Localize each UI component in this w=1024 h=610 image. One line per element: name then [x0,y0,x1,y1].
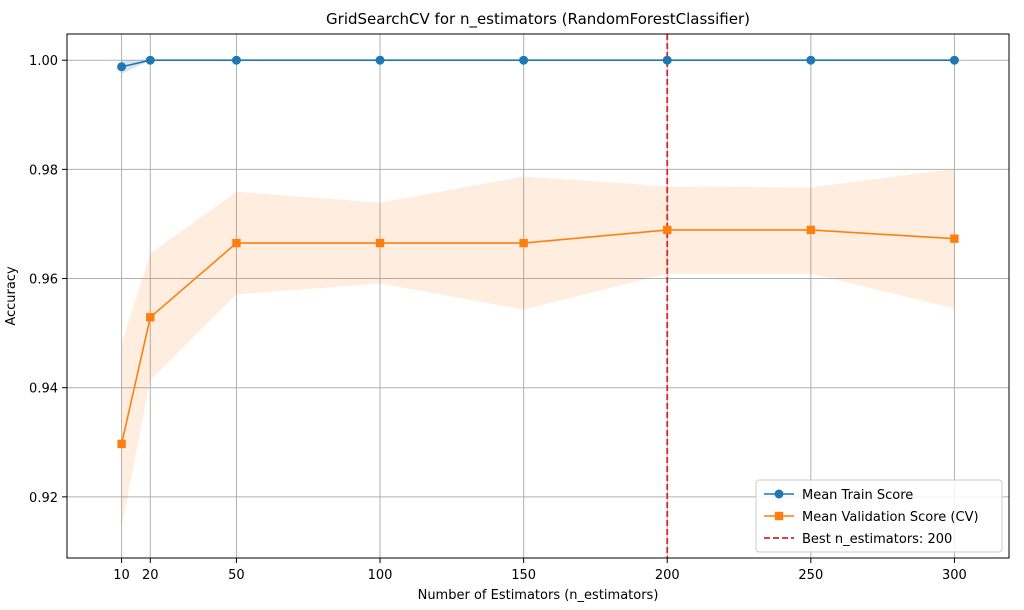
legend: Mean Train Score Mean Validation Score (C… [755,479,1003,553]
y-tick-label: 0.94 [29,382,58,397]
x-tick-label: 10 [113,568,130,583]
series-lines [120,59,955,445]
y-tick-label: 0.98 [29,163,58,178]
y-axis-label: Accuracy [4,266,19,326]
series-1-point [519,55,529,65]
x-tick-label: 250 [798,568,823,583]
y-tick-label: 1.00 [29,54,58,69]
ticks: 10 20 50 100 150 200 250 300 0.92 0.94 0.96 0.98 1.0… [29,54,967,583]
series-1-point [949,55,959,65]
series-2-point [375,238,385,248]
series-2-point [950,234,959,243]
legend-box [755,479,1003,553]
series-2-point [117,439,126,449]
series-2-point [232,238,241,248]
confidence-bands [121,60,955,527]
y-tick-label: 0.92 [29,491,58,506]
legend-entry-label: Mean Validation Score (CV) [802,510,979,525]
series-markers [117,55,959,449]
series-2-point [806,225,816,235]
series-line-1 [121,59,955,68]
series-line-2 [120,229,955,445]
series-1-point [806,55,816,65]
series-band-1 [121,60,955,74]
x-tick-label: 100 [368,568,393,583]
series-1-point [662,55,672,65]
legend-entry-label: Best n_estimators: 200 [802,532,952,547]
series-1-point [145,55,155,65]
series-1-point [231,55,241,65]
x-tick-label: 50 [228,568,245,583]
plot-frame [66,33,1010,559]
legend-entry-label: Mean Train Score [802,488,913,503]
x-tick-label: 150 [511,568,536,583]
y-tick-label: 0.96 [29,273,58,288]
legend-marker-circle [774,489,784,499]
series-2-point [146,313,155,322]
series-2-point [519,238,528,248]
series-2-point [663,225,672,235]
series-1-point [117,62,127,72]
legend-marker-square [774,511,784,521]
series-band-2 [121,168,955,527]
chart-title: GridSearchCV for n_estimators (RandomFor… [326,10,750,29]
x-axis-label: Number of Estimators (n_estimators) [418,588,659,603]
x-tick-label: 200 [655,568,680,583]
x-tick-label: 300 [942,568,967,583]
series-1-point [375,55,385,65]
x-tick-label: 20 [142,568,159,583]
